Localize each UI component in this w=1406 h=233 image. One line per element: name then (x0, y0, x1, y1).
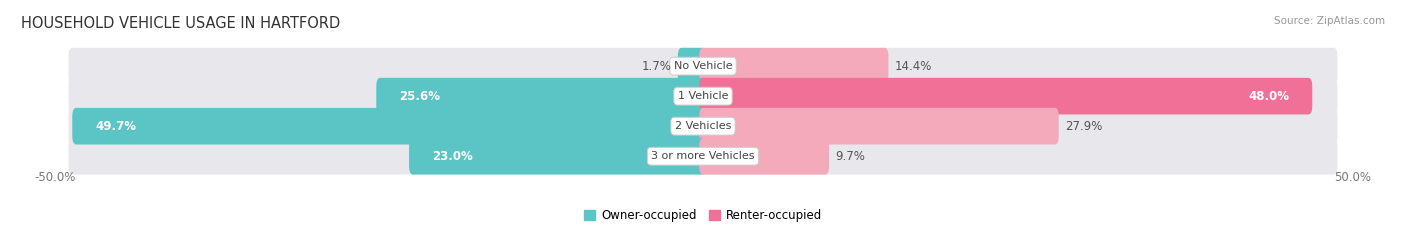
FancyBboxPatch shape (699, 138, 830, 175)
FancyBboxPatch shape (409, 138, 707, 175)
FancyBboxPatch shape (678, 48, 707, 84)
FancyBboxPatch shape (377, 78, 707, 114)
Text: 25.6%: 25.6% (399, 90, 440, 103)
Text: 2 Vehicles: 2 Vehicles (675, 121, 731, 131)
Legend: Owner-occupied, Renter-occupied: Owner-occupied, Renter-occupied (579, 205, 827, 227)
FancyBboxPatch shape (69, 138, 1337, 175)
FancyBboxPatch shape (69, 108, 1337, 144)
Text: 48.0%: 48.0% (1249, 90, 1289, 103)
Text: -50.0%: -50.0% (34, 171, 76, 184)
Text: No Vehicle: No Vehicle (673, 61, 733, 71)
FancyBboxPatch shape (72, 108, 707, 144)
Text: 1 Vehicle: 1 Vehicle (678, 91, 728, 101)
FancyBboxPatch shape (69, 48, 1337, 84)
Text: 1.7%: 1.7% (641, 60, 672, 73)
Text: HOUSEHOLD VEHICLE USAGE IN HARTFORD: HOUSEHOLD VEHICLE USAGE IN HARTFORD (21, 16, 340, 31)
FancyBboxPatch shape (699, 78, 1312, 114)
FancyBboxPatch shape (69, 78, 1337, 114)
FancyBboxPatch shape (699, 108, 1059, 144)
Text: 9.7%: 9.7% (835, 150, 865, 163)
Text: 50.0%: 50.0% (1334, 171, 1372, 184)
Text: 23.0%: 23.0% (432, 150, 472, 163)
Text: 49.7%: 49.7% (96, 120, 136, 133)
FancyBboxPatch shape (699, 48, 889, 84)
Text: 3 or more Vehicles: 3 or more Vehicles (651, 151, 755, 161)
Text: 27.9%: 27.9% (1064, 120, 1102, 133)
Text: Source: ZipAtlas.com: Source: ZipAtlas.com (1274, 16, 1385, 26)
Text: 14.4%: 14.4% (894, 60, 932, 73)
